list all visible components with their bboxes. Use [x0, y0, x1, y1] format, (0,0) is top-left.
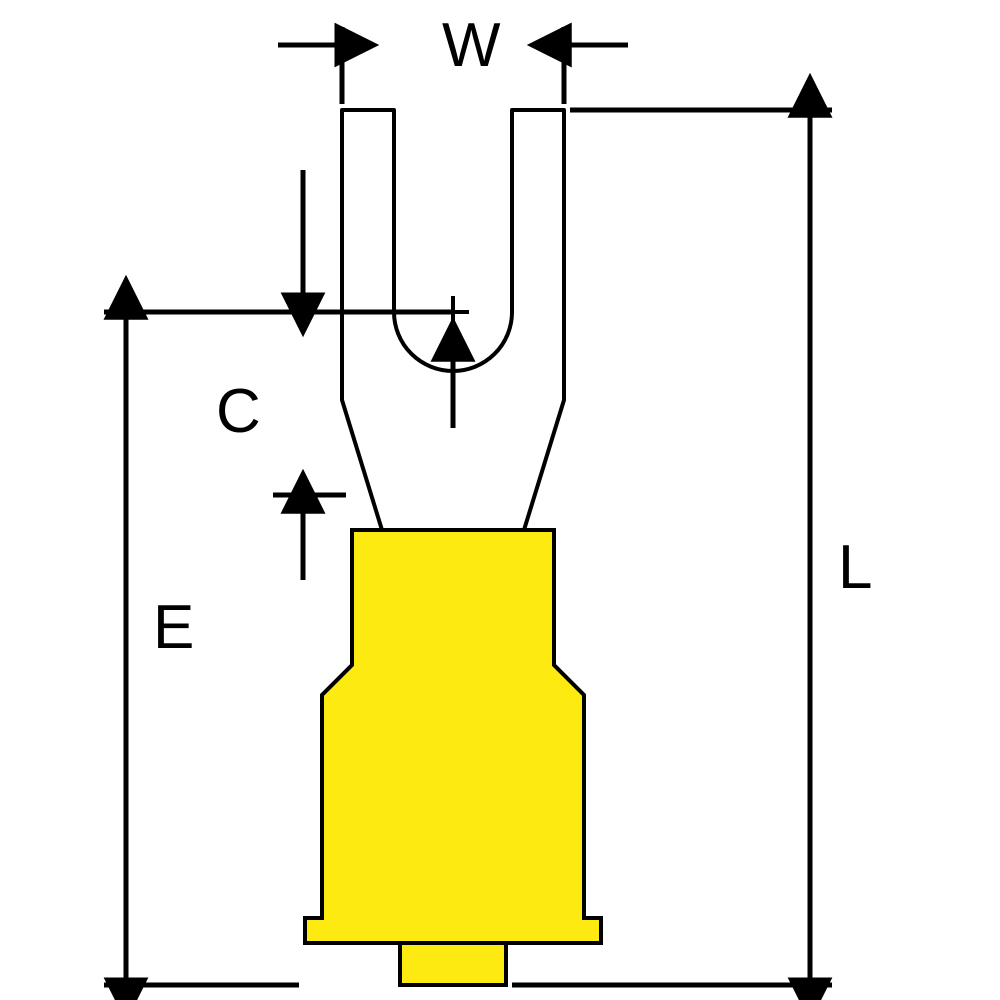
dimension-label-W: W	[442, 11, 501, 80]
dimension-label-C: C	[216, 377, 261, 446]
terminal-dimension-diagram: W L E C	[0, 0, 1000, 1000]
dimension-label-E: E	[153, 593, 194, 662]
insulation-barrel	[305, 530, 601, 943]
dimension-label-L: L	[838, 533, 872, 602]
terminal-body	[305, 110, 601, 985]
wire-entry-tab	[400, 943, 506, 985]
